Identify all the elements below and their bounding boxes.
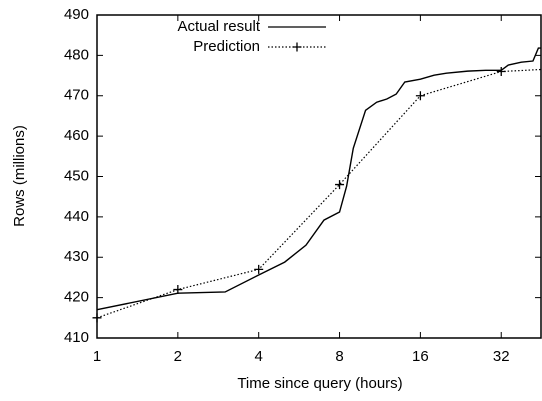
legend-marker bbox=[292, 42, 302, 52]
x-tick-label: 32 bbox=[493, 348, 510, 365]
legend-label: Prediction bbox=[193, 38, 260, 55]
y-axis-label: Rows (millions) bbox=[11, 125, 28, 227]
y-tick-label: 470 bbox=[64, 87, 89, 104]
x-tick-label: 4 bbox=[255, 348, 263, 365]
y-tick-label: 480 bbox=[64, 46, 89, 63]
y-tick-label: 440 bbox=[64, 208, 89, 225]
legend-label: Actual result bbox=[177, 18, 260, 35]
marker bbox=[173, 285, 183, 295]
x-tick-label: 1 bbox=[93, 348, 101, 365]
marker bbox=[496, 67, 506, 77]
marker bbox=[335, 180, 345, 190]
y-tick-label: 420 bbox=[64, 289, 89, 306]
y-tick-label: 490 bbox=[64, 6, 89, 23]
x-tick-label: 2 bbox=[174, 348, 182, 365]
y-tick-label: 460 bbox=[64, 127, 89, 144]
y-tick-label: 410 bbox=[64, 329, 89, 346]
marker bbox=[92, 313, 102, 323]
series-line bbox=[96, 47, 541, 311]
x-axis-label: Time since query (hours) bbox=[237, 375, 402, 392]
y-tick-label: 450 bbox=[64, 167, 89, 184]
x-tick-label: 16 bbox=[412, 348, 429, 365]
y-tick-label: 430 bbox=[64, 248, 89, 265]
x-tick-label: 8 bbox=[335, 348, 343, 365]
marker bbox=[254, 264, 264, 274]
plot-frame bbox=[96, 14, 542, 339]
series-line bbox=[96, 68, 542, 319]
marker bbox=[415, 91, 425, 101]
